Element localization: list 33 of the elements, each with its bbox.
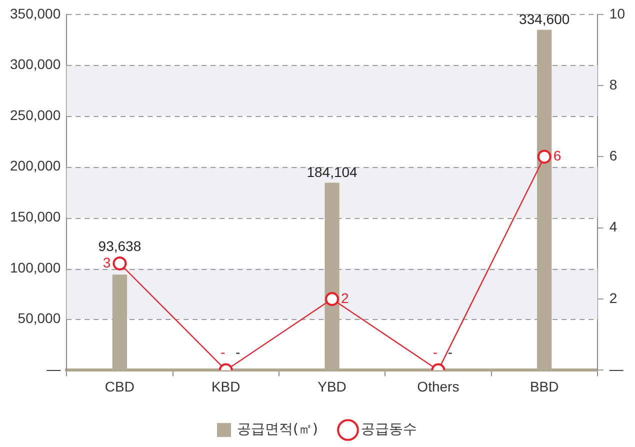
data-label: - (220, 344, 226, 360)
data-label: 334,600 (519, 10, 570, 27)
y-tick-label: 300,000 (10, 56, 61, 72)
y-tick-label: 100,000 (10, 259, 61, 276)
x-tick-label: YBD (318, 378, 346, 394)
data-label: 184,104 (306, 164, 358, 180)
point (112, 256, 127, 270)
x-tick-label: KBD (211, 378, 240, 394)
data-label: 93,638 (98, 238, 142, 254)
text: - (448, 344, 453, 360)
y-tick-label: 350,000 (10, 5, 61, 22)
y2-tick-label: 8 (609, 76, 618, 92)
y-tick-label: 250,000 (10, 106, 61, 123)
y-tick-label: — (46, 361, 61, 378)
x-tick-label: BBD (530, 378, 559, 394)
y2-tick-label: — (609, 361, 624, 378)
data-label: 6 (553, 148, 562, 164)
legend-label: 공급면적(㎡) (237, 422, 318, 438)
data-label: 2 (341, 290, 350, 306)
legend-label: 공급동수 (360, 422, 417, 438)
data-label: 3 (102, 254, 111, 270)
x-tick-label: CBD (104, 378, 134, 394)
text: - (236, 344, 240, 360)
y2-tick-label: 6 (609, 148, 618, 164)
data-label: - (432, 344, 438, 360)
y-tick-label: 50,000 (18, 310, 61, 326)
y2-tick-label: 10 (609, 5, 626, 22)
y-tick-label: 200,000 (10, 158, 61, 174)
y2-tick-label: 2 (609, 290, 618, 306)
point (537, 150, 552, 164)
y-tick-label: 150,000 (10, 208, 61, 225)
x-tick-label: Others (417, 378, 460, 394)
y2-tick-label: 4 (609, 218, 618, 235)
